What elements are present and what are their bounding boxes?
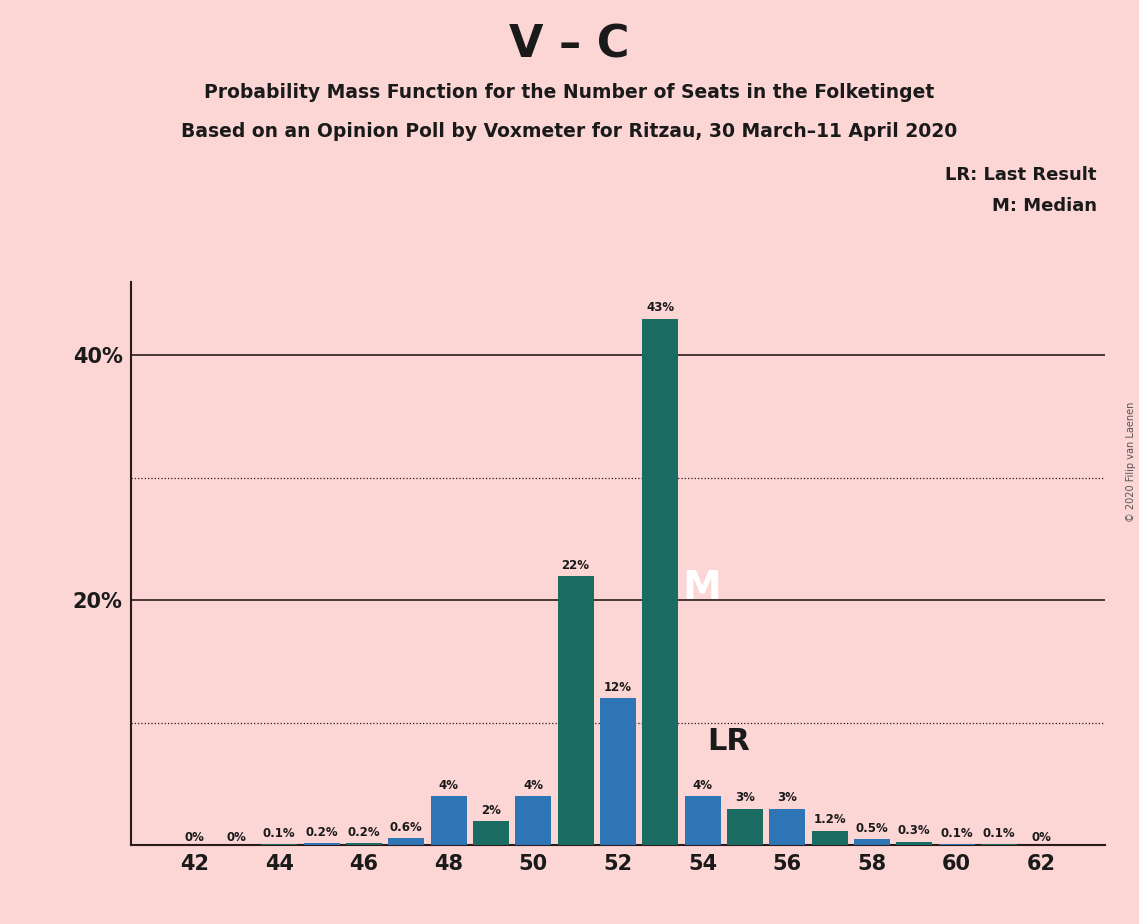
Text: 0.3%: 0.3% <box>898 824 931 837</box>
Text: 0.1%: 0.1% <box>983 827 1015 840</box>
Text: 0%: 0% <box>227 831 247 844</box>
Text: 2%: 2% <box>481 804 501 817</box>
Text: 0.1%: 0.1% <box>263 827 295 840</box>
Text: 12%: 12% <box>604 681 632 694</box>
Text: M: Median: M: Median <box>992 197 1097 214</box>
Text: LR: LR <box>707 727 749 756</box>
Text: Probability Mass Function for the Number of Seats in the Folketinget: Probability Mass Function for the Number… <box>204 83 935 103</box>
Text: 4%: 4% <box>693 779 713 792</box>
Text: © 2020 Filip van Laenen: © 2020 Filip van Laenen <box>1126 402 1136 522</box>
Text: 4%: 4% <box>523 779 543 792</box>
Text: 0.5%: 0.5% <box>855 822 888 835</box>
Text: LR: Last Result: LR: Last Result <box>945 166 1097 184</box>
Text: 0%: 0% <box>1032 831 1051 844</box>
Bar <box>473 821 509 845</box>
Text: 3%: 3% <box>777 792 797 805</box>
Bar <box>346 843 382 845</box>
Bar <box>642 319 678 845</box>
Bar <box>727 808 763 845</box>
Text: 1.2%: 1.2% <box>813 813 846 826</box>
Bar <box>769 808 805 845</box>
Bar <box>388 838 424 845</box>
Bar <box>685 796 721 845</box>
Text: 22%: 22% <box>562 559 590 572</box>
Text: Based on an Opinion Poll by Voxmeter for Ritzau, 30 March–11 April 2020: Based on an Opinion Poll by Voxmeter for… <box>181 122 958 141</box>
Text: 43%: 43% <box>646 301 674 314</box>
Text: 0.1%: 0.1% <box>941 827 973 840</box>
Bar <box>812 831 847 845</box>
Bar <box>854 839 890 845</box>
Bar <box>303 843 339 845</box>
Text: V – C: V – C <box>509 23 630 67</box>
Text: 0%: 0% <box>185 831 204 844</box>
Text: 0.2%: 0.2% <box>347 826 380 839</box>
Bar <box>431 796 467 845</box>
Text: 0.6%: 0.6% <box>390 821 423 833</box>
Text: 0.2%: 0.2% <box>305 826 338 839</box>
Bar <box>558 576 593 845</box>
Bar <box>600 699 636 845</box>
Bar <box>515 796 551 845</box>
Text: 4%: 4% <box>439 779 459 792</box>
Text: 3%: 3% <box>735 792 755 805</box>
Text: M: M <box>682 569 721 607</box>
Bar <box>896 842 933 845</box>
